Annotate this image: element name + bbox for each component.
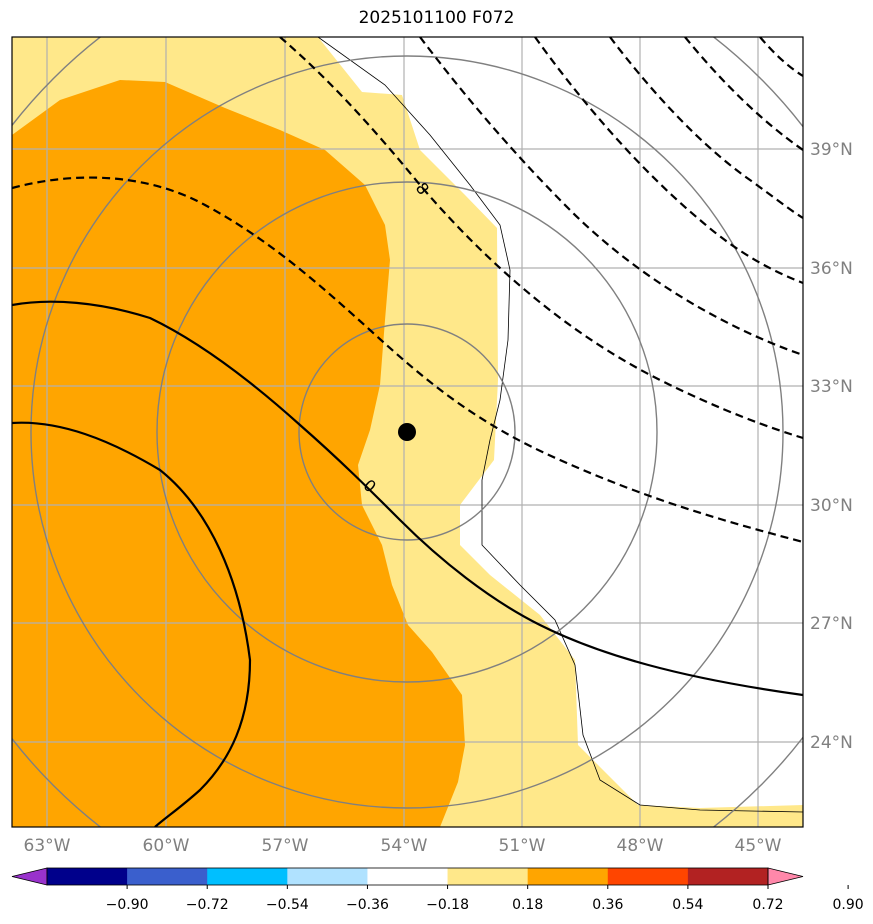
colorbar-segment bbox=[447, 868, 529, 885]
lat-label: 33°N bbox=[810, 377, 853, 397]
solid-contours bbox=[12, 300, 803, 827]
colorbar-segment bbox=[687, 868, 769, 885]
colorbar-segment bbox=[607, 868, 689, 885]
colorbar-segment bbox=[527, 868, 609, 885]
colorbar-tick-label: −0.18 bbox=[426, 897, 469, 913]
colorbar-tick-label: 0.72 bbox=[752, 897, 783, 913]
lat-label: 30°N bbox=[810, 496, 853, 516]
lat-label: 24°N bbox=[810, 733, 853, 753]
colorbar-segment bbox=[287, 868, 368, 885]
dashed-contours bbox=[12, 37, 803, 544]
colorbar-extend-high bbox=[767, 867, 804, 886]
lon-label: 45°W bbox=[735, 836, 782, 856]
colorbar-tick-label: 0.90 bbox=[833, 897, 864, 913]
colorbar-segment bbox=[127, 868, 208, 885]
lon-label: 54°W bbox=[381, 836, 428, 856]
storm-center-marker bbox=[398, 423, 416, 441]
colorbar-tick-label: 0.36 bbox=[592, 897, 623, 913]
colorbar-frame bbox=[46, 867, 769, 886]
lon-label: 57°W bbox=[262, 836, 309, 856]
lon-label: 60°W bbox=[143, 836, 190, 856]
longitude-labels: 63°W 60°W 57°W 54°W 51°W 48°W 45°W bbox=[24, 836, 782, 856]
latitude-labels: 39°N 36°N 33°N 30°N 27°N 24°N bbox=[810, 140, 853, 753]
map-frame bbox=[11, 36, 804, 828]
graticule bbox=[12, 37, 803, 827]
colorbar-tick-label: −0.72 bbox=[186, 897, 229, 913]
map-title: 2025101100 F072 bbox=[358, 8, 515, 28]
colorbar: −0.90 −0.72 −0.54 −0.36 −0.18 0.18 0.36 0.54 0.7… bbox=[11, 867, 864, 913]
lat-label: 36°N bbox=[810, 259, 853, 279]
lat-label: 27°N bbox=[810, 614, 853, 634]
colorbar-extend-low bbox=[11, 867, 48, 886]
lon-label: 63°W bbox=[24, 836, 71, 856]
lon-label: 48°W bbox=[617, 836, 664, 856]
lon-label: 51°W bbox=[499, 836, 546, 856]
colorbar-segment bbox=[367, 868, 449, 885]
colorbar-tick-label: −0.90 bbox=[106, 897, 149, 913]
colorbar-segment bbox=[47, 868, 128, 885]
colorbar-tick-label: −0.36 bbox=[346, 897, 389, 913]
colorbar-tick-label: −0.54 bbox=[266, 897, 309, 913]
colorbar-tick-label: 0.54 bbox=[672, 897, 703, 913]
colorbar-segment bbox=[207, 868, 288, 885]
colorbar-tick-label: 0.18 bbox=[512, 897, 543, 913]
lat-label: 39°N bbox=[810, 140, 853, 160]
shading-orange bbox=[12, 80, 465, 827]
boundary-line bbox=[317, 37, 803, 813]
